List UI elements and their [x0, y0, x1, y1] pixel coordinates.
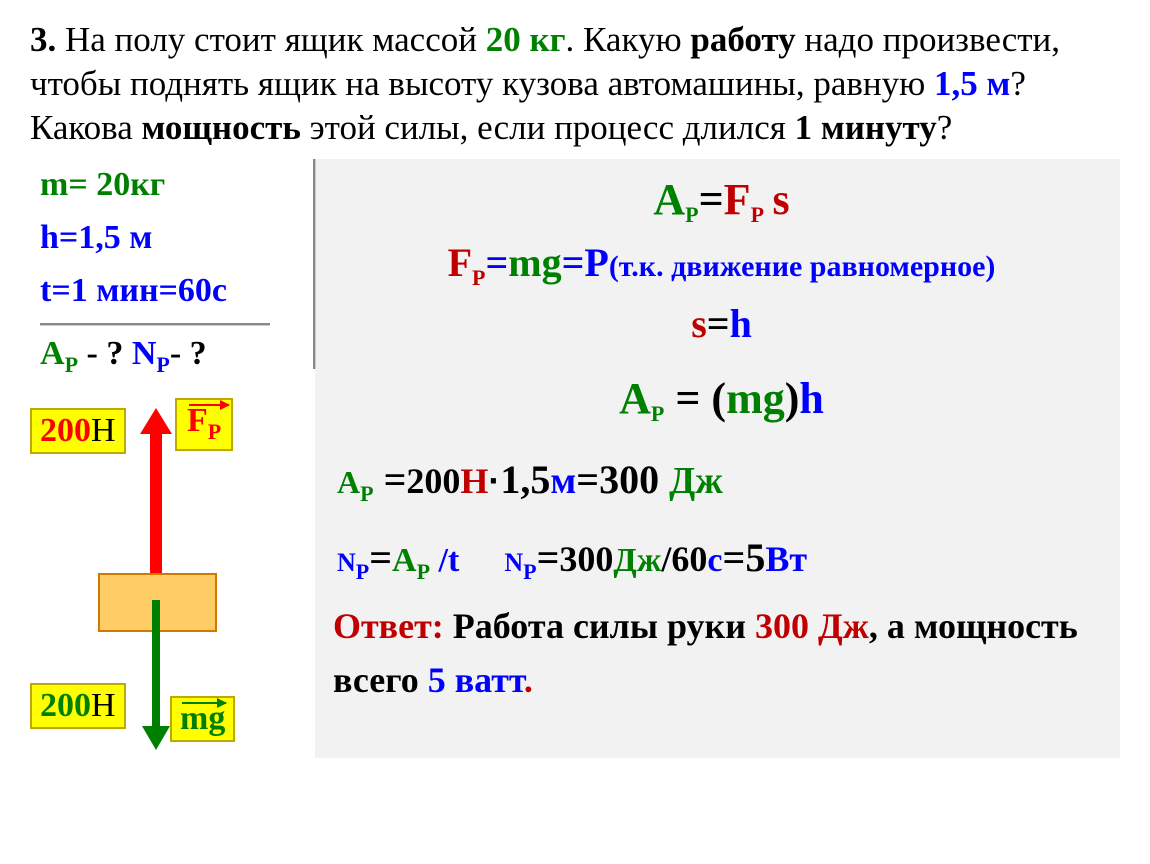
given-height: h=1,5 м — [40, 212, 315, 265]
force-up-value: 200Н — [30, 408, 126, 454]
eq-line-1: AP=FP s — [333, 167, 1110, 233]
force-down-value: 200Н — [30, 683, 126, 729]
given-mass: m= 20кг — [40, 159, 315, 212]
find-line: AP - ? NP- ? — [30, 335, 315, 378]
answer-line: Ответ: Работа силы руки 300 Дж, а мощнос… — [333, 599, 1110, 707]
fp-label: FP — [175, 398, 233, 451]
force-diagram: 200Н FP 200Н mg — [30, 408, 315, 758]
given-column: m= 20кг h=1,5 м t=1 мин=60с AP - ? NP- ?… — [30, 159, 315, 758]
problem-number: 3. — [30, 20, 56, 59]
eq-line-2: FP=mg=P(т.к. движение равномерное) — [333, 233, 1110, 294]
problem-text: 3. На полу стоит ящик массой 20 кг. Каку… — [30, 18, 1120, 149]
solution-box: AP=FP s FP=mg=P(т.к. движение равномерно… — [315, 159, 1120, 758]
given-time: t=1 мин=60с — [40, 265, 315, 318]
eq-line-6: NP=AP /t NP=300Дж/60с=5Вт — [333, 528, 1110, 588]
mg-label: mg — [170, 696, 235, 742]
eq-line-5: AP =200Н·1,5м=300 Дж — [333, 450, 1110, 510]
down-arrow-icon — [152, 600, 160, 728]
eq-line-4: AP = (mg)h — [333, 366, 1110, 432]
eq-line-3: s=h — [333, 294, 1110, 354]
